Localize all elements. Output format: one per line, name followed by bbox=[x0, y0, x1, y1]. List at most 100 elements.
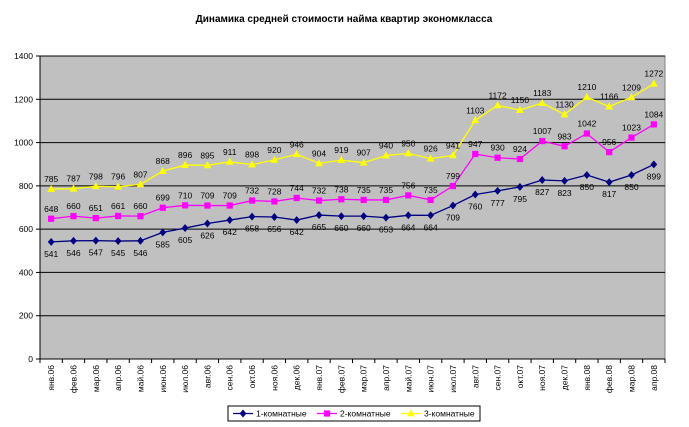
data-label: 664 bbox=[424, 222, 438, 232]
data-point bbox=[427, 196, 434, 204]
y-tick-label: 1400 bbox=[14, 51, 33, 61]
data-label: 827 bbox=[535, 187, 549, 197]
x-axis: янв.06 фев.06 мар.06 апр.06 май.06 июн.06 июл.… bbox=[39, 358, 666, 393]
data-point bbox=[449, 201, 457, 210]
data-point bbox=[561, 176, 568, 185]
data-point bbox=[405, 192, 412, 199]
data-point bbox=[404, 149, 413, 157]
data-label: 1210 bbox=[577, 82, 596, 92]
x-tick-label: авг.07 bbox=[470, 365, 480, 388]
data-label: 926 bbox=[424, 144, 438, 154]
data-label: 911 bbox=[223, 147, 237, 157]
y-tick-label: 400 bbox=[19, 267, 33, 277]
data-point bbox=[426, 154, 435, 162]
data-label: 710 bbox=[178, 190, 192, 200]
x-tick-label: июн.07 bbox=[426, 365, 436, 393]
data-point bbox=[628, 171, 635, 179]
legend: 1-комнатные 2-комнатные 3-комнатные bbox=[227, 405, 481, 422]
data-label: 642 bbox=[290, 227, 304, 237]
data-label: 732 bbox=[312, 186, 326, 196]
data-label: 1103 bbox=[466, 105, 485, 115]
data-point bbox=[449, 151, 457, 159]
data-label: 817 bbox=[602, 189, 616, 199]
data-label: 1084 bbox=[644, 109, 663, 119]
y-tick-label: 600 bbox=[19, 224, 33, 234]
data-point bbox=[137, 213, 144, 220]
data-point bbox=[70, 236, 77, 245]
data-point bbox=[203, 161, 212, 169]
data-point bbox=[494, 186, 501, 195]
data-label: 546 bbox=[66, 248, 80, 258]
data-point bbox=[494, 154, 501, 161]
data-label: 626 bbox=[200, 231, 214, 241]
data-point bbox=[360, 212, 368, 221]
data-label: 983 bbox=[557, 131, 571, 141]
data-point bbox=[136, 180, 145, 188]
legend-marker bbox=[239, 409, 247, 418]
series-line-3 bbox=[51, 83, 655, 190]
data-point bbox=[271, 198, 278, 205]
data-point bbox=[204, 219, 211, 228]
data-point bbox=[516, 105, 524, 114]
data-label: 785 bbox=[44, 174, 58, 184]
data-point bbox=[583, 130, 590, 137]
data-point bbox=[115, 212, 122, 220]
data-label: 1042 bbox=[577, 118, 596, 128]
data-label: 1166 bbox=[600, 92, 619, 102]
data-label: 760 bbox=[468, 202, 482, 212]
data-label: 924 bbox=[513, 144, 527, 154]
data-point bbox=[337, 155, 346, 164]
data-point bbox=[270, 155, 279, 163]
data-label: 738 bbox=[334, 184, 348, 194]
legend-box bbox=[227, 405, 481, 422]
data-point bbox=[91, 182, 100, 190]
x-tick-label: апр.07 bbox=[381, 365, 391, 391]
data-label: 660 bbox=[133, 201, 147, 211]
data-point bbox=[471, 190, 479, 199]
data-label: 947 bbox=[468, 139, 482, 149]
data-point bbox=[472, 150, 479, 158]
data-label: 546 bbox=[133, 248, 147, 258]
x-tick-label: сен.07 bbox=[493, 365, 503, 391]
data-label: 735 bbox=[357, 185, 371, 195]
data-point bbox=[248, 160, 256, 168]
data-label: 658 bbox=[245, 224, 259, 234]
data-point bbox=[649, 79, 658, 87]
data-label: 907 bbox=[357, 148, 371, 158]
data-point bbox=[493, 101, 502, 109]
data-point bbox=[516, 155, 524, 163]
data-point bbox=[359, 158, 368, 166]
x-tick-label: авг.06 bbox=[202, 365, 212, 388]
x-tick-label: фев.06 bbox=[68, 365, 78, 393]
series-group bbox=[47, 79, 658, 246]
data-point bbox=[69, 184, 78, 192]
data-label: 799 bbox=[446, 171, 460, 181]
data-label: 1130 bbox=[555, 99, 574, 109]
data-point bbox=[650, 121, 657, 128]
data-point bbox=[427, 211, 435, 220]
data-label: 919 bbox=[334, 145, 348, 155]
y-tick-label: 1000 bbox=[14, 138, 33, 148]
data-point bbox=[538, 98, 547, 106]
data-label: 1209 bbox=[622, 82, 641, 92]
data-label: 1023 bbox=[622, 123, 641, 133]
data-point bbox=[539, 137, 546, 145]
data-point bbox=[561, 143, 568, 150]
data-point bbox=[471, 116, 480, 124]
legend-label: 2-комнатные bbox=[340, 409, 391, 419]
data-point bbox=[159, 228, 167, 237]
x-tick-label: дек.06 bbox=[292, 365, 302, 390]
data-label: 920 bbox=[267, 145, 281, 155]
x-tick-label: янв.08 bbox=[582, 365, 592, 391]
data-label: 735 bbox=[379, 185, 393, 195]
data-point bbox=[137, 236, 144, 245]
data-label: 899 bbox=[647, 171, 661, 181]
data-point bbox=[449, 182, 457, 190]
data-labels: 541 546 547 545 546 585 605 626 642 658 656 642 665 6… bbox=[44, 69, 663, 259]
data-point bbox=[628, 134, 635, 141]
x-tick-label: янв.06 bbox=[46, 365, 56, 391]
data-label: 661 bbox=[111, 201, 125, 211]
data-point bbox=[605, 178, 613, 187]
data-label: 1183 bbox=[533, 88, 552, 98]
